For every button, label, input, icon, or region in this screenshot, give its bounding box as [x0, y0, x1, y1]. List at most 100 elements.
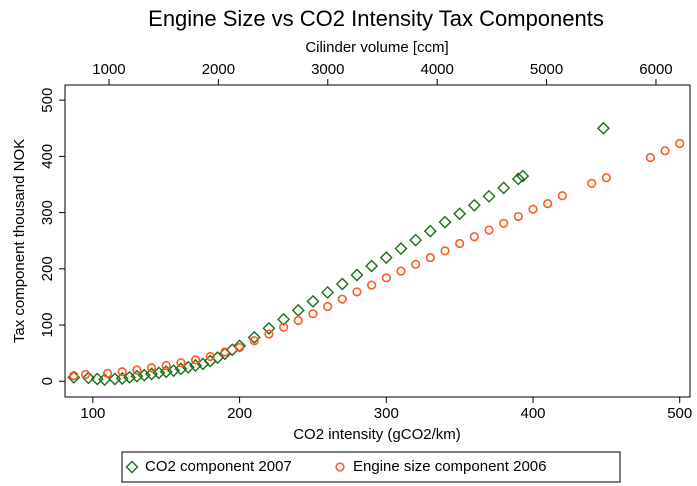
legend-label: Engine size component 2006: [353, 458, 546, 475]
point: [189, 359, 203, 373]
point: [161, 360, 171, 371]
x-axis-label: CO2 intensity (gCO2/km): [293, 426, 461, 443]
point: [247, 330, 261, 344]
point: [660, 146, 670, 156]
point: [411, 259, 421, 269]
point: [321, 285, 335, 299]
point: [394, 242, 408, 256]
point: [557, 191, 567, 201]
x-tick-label: 400: [521, 405, 546, 422]
point: [323, 301, 333, 312]
point: [350, 268, 364, 282]
point: [262, 321, 276, 335]
point: [306, 294, 320, 308]
point: [146, 363, 157, 373]
point: [379, 251, 393, 265]
y-tick-label: 0: [39, 377, 56, 385]
point: [516, 169, 530, 183]
point: [365, 259, 379, 273]
point: [528, 204, 538, 214]
point: [484, 225, 494, 235]
point: [543, 199, 553, 209]
point: [220, 347, 230, 357]
x-tick-label: 500: [667, 405, 692, 422]
point: [130, 369, 144, 383]
point: [137, 368, 151, 382]
point: [511, 172, 525, 186]
point: [409, 233, 423, 247]
x2-tick-label: 6000: [639, 61, 672, 78]
point: [293, 315, 303, 326]
x2-tick-label: 4000: [420, 61, 453, 78]
legend-box: [121, 451, 621, 483]
point: [205, 351, 215, 362]
point: [337, 294, 347, 304]
x2-axis-label: Cilinder volume [ccm]: [305, 39, 448, 56]
legend-marker: [335, 462, 345, 472]
point: [291, 303, 305, 317]
point: [80, 369, 91, 380]
x-tick-label: 100: [80, 405, 105, 422]
legend-label: CO2 component 2007: [145, 458, 292, 475]
legend-marker: [125, 460, 139, 474]
point: [176, 358, 186, 368]
y-tick-label: 400: [39, 144, 56, 169]
point: [675, 138, 685, 149]
x-tick-label: 300: [374, 405, 399, 422]
point: [69, 371, 79, 381]
point: [264, 329, 274, 339]
point: [381, 273, 391, 283]
point: [596, 121, 610, 135]
point: [440, 246, 450, 256]
point: [438, 215, 452, 229]
point: [308, 309, 318, 319]
y-tick-label: 100: [39, 313, 56, 338]
point: [159, 365, 173, 379]
x2-tick-label: 1000: [92, 61, 125, 78]
point: [117, 367, 127, 377]
point: [132, 365, 142, 375]
y-axis-label: Tax component thousand NOK: [11, 139, 28, 343]
point: [249, 336, 259, 346]
point: [335, 277, 349, 291]
x2-tick-label: 2000: [202, 61, 235, 78]
point: [469, 232, 479, 242]
point: [279, 322, 289, 332]
point: [467, 198, 481, 212]
point: [234, 342, 245, 353]
point: [167, 364, 181, 378]
point: [115, 371, 129, 385]
point: [102, 368, 113, 378]
point: [123, 370, 137, 384]
point: [601, 173, 611, 183]
point: [152, 366, 166, 380]
point: [423, 224, 437, 238]
point: [645, 152, 655, 163]
point: [277, 312, 291, 326]
y-tick-label: 300: [39, 200, 56, 225]
point: [396, 266, 406, 276]
point: [482, 189, 496, 203]
point: [455, 238, 465, 249]
point: [190, 355, 201, 365]
point: [497, 181, 511, 195]
point: [352, 287, 362, 297]
x-tick-label: 200: [227, 405, 252, 422]
point: [513, 211, 523, 222]
y-tick-label: 500: [39, 88, 56, 113]
point: [145, 367, 159, 381]
point: [425, 252, 435, 263]
point: [367, 280, 377, 290]
point: [587, 178, 597, 188]
plot-frame: [64, 84, 691, 398]
x2-tick-label: 3000: [311, 61, 344, 78]
chart-title: Engine Size vs CO2 Intensity Tax Compone…: [148, 6, 604, 31]
point: [174, 362, 188, 376]
point: [81, 371, 95, 385]
x2-tick-label: 5000: [530, 61, 563, 78]
point: [453, 207, 467, 221]
point: [499, 218, 509, 228]
y-tick-label: 200: [39, 256, 56, 281]
